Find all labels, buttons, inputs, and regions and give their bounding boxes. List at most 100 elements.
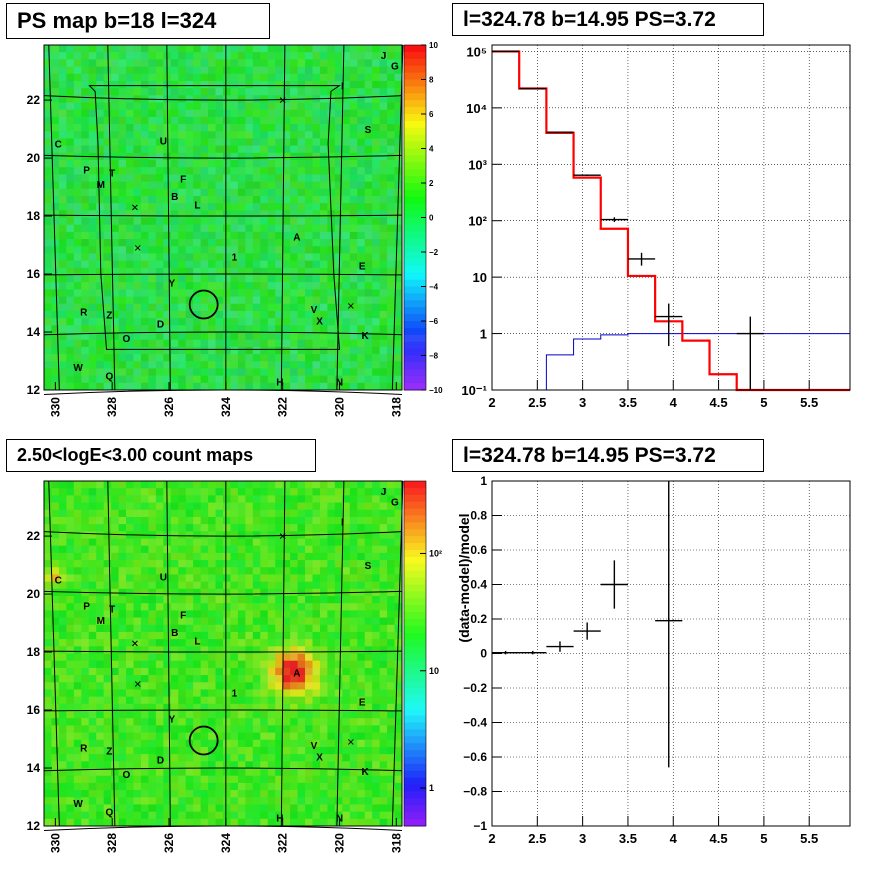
spectrum-plot: 2 2.5 3 3.5 4 4.5 5 5.5 10⁻¹ 1 10 10² 10³ 10⁴ 10⁵ xyxy=(461,44,851,410)
count-map-source-label: D xyxy=(157,755,164,766)
residual-xtick-label: 4.5 xyxy=(710,831,728,846)
count-map-cross-marker xyxy=(279,533,286,539)
count-map-source-label: B xyxy=(171,628,178,639)
count-map-source-label: C xyxy=(55,576,62,587)
ps-map-source-label: Z xyxy=(106,311,112,322)
ps-map-source-label: Y xyxy=(169,279,176,290)
count-map-source-label: X xyxy=(316,752,323,763)
ps-map-target-circle xyxy=(188,289,219,320)
map1-title: PS map b=18 l=324 xyxy=(6,3,270,39)
ps-map-source-label: W xyxy=(73,363,83,374)
ps-map-source-label: Q xyxy=(105,372,113,383)
count-map-xtick-label: 318 xyxy=(389,833,403,853)
count-map-colorbar-label: 1 xyxy=(429,783,434,793)
ps-map-colorbar-label: 4 xyxy=(429,145,434,154)
count-map-ytick-label: 22 xyxy=(27,529,41,543)
count-map-source-label: G xyxy=(391,497,399,508)
count-map-source-label: L xyxy=(194,636,200,647)
ps-map-colorbar-label: −8 xyxy=(429,352,439,361)
spectrum-ytick-label: 1 xyxy=(480,327,487,342)
ps-map: JGISCUPTFMBLA1EYVRZDXKOWQHN3303283263243… xyxy=(27,41,443,417)
spectrum-xtick-label: 5.5 xyxy=(800,395,818,410)
spectrum-ytick-label: 10³ xyxy=(468,157,487,172)
spectrum-ytick-label: 10² xyxy=(468,214,487,229)
ps-map-colorbar-label: −6 xyxy=(429,317,439,326)
residual-ytick-label: 0.2 xyxy=(470,612,487,626)
residual-ytick-label: 0 xyxy=(480,647,487,661)
ps-map-source-label: L xyxy=(194,200,200,211)
spectrum-total-model-line xyxy=(492,50,850,392)
residual-ytick-label: 0.8 xyxy=(470,509,487,523)
spectrum-title: l=324.78 b=14.95 PS=3.72 xyxy=(452,3,764,36)
residual-ytick-label: −0.8 xyxy=(463,785,487,799)
ps-map-colorbar-label: −2 xyxy=(429,248,439,257)
ps-map-source-label: G xyxy=(391,61,399,72)
residual-ytick-label: −0.2 xyxy=(463,681,487,695)
count-map-ytick-label: 12 xyxy=(27,819,41,833)
map2-title: 2.50<logE<3.00 count maps xyxy=(6,439,316,472)
ps-map-colorbar-label: −4 xyxy=(429,283,439,292)
ps-map-source-label: I xyxy=(341,82,344,93)
count-map-source-label: P xyxy=(83,602,90,613)
count-map-source-label: A xyxy=(293,668,300,679)
spectrum-xtick-label: 4.5 xyxy=(710,395,728,410)
ps-map-ytick-label: 22 xyxy=(27,93,41,107)
ps-map-ytick-label: 12 xyxy=(27,383,41,397)
count-map-cells xyxy=(44,481,403,827)
ps-map-cross-marker xyxy=(134,245,141,251)
ps-map-xtick-label: 320 xyxy=(332,397,346,417)
ps-map-frame xyxy=(43,44,403,391)
count-map-colorbar: 10² 10 1 xyxy=(403,480,442,827)
ps-map-cells xyxy=(44,45,403,391)
count-map-source-label: R xyxy=(80,744,88,755)
ps-map-xtick-label: 322 xyxy=(276,397,290,417)
map2-title-text: 2.50<logE<3.00 count maps xyxy=(17,445,254,465)
count-map-xtick-label: 330 xyxy=(48,833,62,853)
count-map-gridlines xyxy=(43,480,404,831)
residual-ytick-label: 1 xyxy=(480,474,487,488)
count-map-source-label: Q xyxy=(105,808,113,819)
count-map-xtick-label: 324 xyxy=(219,833,233,853)
ps-map-source-label: E xyxy=(359,261,366,272)
count-map-frame xyxy=(43,480,403,827)
ps-map-source-label: R xyxy=(80,308,88,319)
count-map-ytick-label: 16 xyxy=(27,703,41,717)
residual-ytick-label: 0.6 xyxy=(470,543,487,557)
ps-map-source-label: O xyxy=(123,334,131,345)
ps-map-xtick-label: 328 xyxy=(105,397,119,417)
count-map-source-label: V xyxy=(311,741,318,752)
residual-frame xyxy=(491,480,851,827)
ps-map-colorbar-label: 2 xyxy=(429,179,434,188)
residual-xtick-label: 4 xyxy=(670,831,678,846)
ps-map-ytick-label: 14 xyxy=(27,325,41,339)
spectrum-xtick-label: 3 xyxy=(579,395,586,410)
count-map-colorbar-label: 10² xyxy=(429,548,442,558)
ps-map-source-label: M xyxy=(97,180,105,191)
residual-ytick-label: −0.4 xyxy=(463,716,487,730)
spectrum-xtick-label: 2.5 xyxy=(528,395,546,410)
ps-map-cross-marker xyxy=(132,204,138,211)
count-map-source-label: S xyxy=(365,561,372,572)
spectrum-background-model-line xyxy=(492,333,850,391)
count-map-source-label: Y xyxy=(169,715,176,726)
spectrum-title-text: l=324.78 b=14.95 PS=3.72 xyxy=(463,7,716,31)
ps-map-colorbar-label: 6 xyxy=(429,110,434,119)
residual-ytick-label: −0.6 xyxy=(463,750,487,764)
ps-map-colorbar-label: 10 xyxy=(429,41,438,50)
count-map-source-label: O xyxy=(123,770,131,781)
count-map-xtick-label: 326 xyxy=(162,833,176,853)
ps-map-colorbar-label: 0 xyxy=(429,214,434,223)
ps-map-source-label: D xyxy=(157,319,164,330)
count-map-source-label: U xyxy=(160,573,167,584)
ps-map-cross-marker xyxy=(279,97,286,103)
ps-map-source-label: C xyxy=(55,140,62,151)
ps-map-source-label: X xyxy=(316,316,323,327)
count-map-source-label: T xyxy=(109,605,115,616)
ps-map-source-label: V xyxy=(311,305,318,316)
residual-grid xyxy=(491,480,850,827)
map1-title-text: PS map b=18 l=324 xyxy=(17,8,217,33)
ps-map-source-label: H xyxy=(276,377,283,388)
count-map-source-label: F xyxy=(180,610,186,621)
ps-map-source-label: B xyxy=(171,192,178,203)
